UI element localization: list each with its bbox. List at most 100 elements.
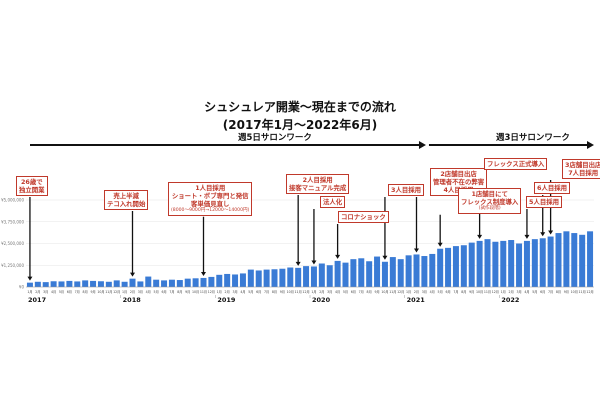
era-label-5days: 週5日サロンワーク — [235, 131, 315, 143]
month-tick-label: 10月 — [287, 290, 294, 294]
month-tick-label: 7月 — [169, 290, 174, 294]
month-tick-label: 12月 — [492, 290, 499, 294]
year-label: 2022 — [501, 296, 519, 304]
month-tick-label: 6月 — [256, 290, 261, 294]
bar — [90, 280, 97, 287]
bar — [247, 269, 254, 287]
annotation-note: (試作段階) — [478, 206, 501, 211]
bar — [176, 280, 183, 287]
month-tick-label: 5月 — [532, 290, 537, 294]
month-tick-label: 8月 — [272, 290, 277, 294]
month-tick-label: 7月 — [548, 290, 553, 294]
annotation-box: 5人目採用 — [526, 196, 563, 208]
bar — [405, 255, 412, 287]
annotation-box: 3店舗目出店 7人目採用 — [562, 159, 600, 179]
bar — [452, 246, 459, 287]
annotation-box: 法人化 — [320, 196, 346, 208]
bar — [239, 273, 246, 287]
bar — [50, 281, 57, 287]
month-tick-label: 9月 — [564, 290, 569, 294]
annotation-arrowhead — [414, 248, 419, 253]
bar — [58, 281, 65, 287]
bar — [579, 234, 586, 287]
y-tick-label: ¥2,500,000 — [1, 241, 24, 246]
annotation-text: 26歳で — [20, 178, 43, 186]
month-tick-label: 2月 — [130, 290, 135, 294]
bar — [145, 276, 152, 287]
month-tick-label: 11月 — [389, 290, 396, 294]
bar — [137, 281, 144, 287]
era-arrowhead-3days — [587, 141, 594, 149]
annotation-text: 1店舗目にて — [471, 190, 508, 198]
month-tick-label: 10月 — [476, 290, 483, 294]
month-tick-label: 8月 — [83, 290, 88, 294]
annotation-arrowhead — [524, 234, 530, 239]
month-tick-label: 6月 — [351, 290, 356, 294]
annotation-text: 5人目採用 — [529, 198, 560, 206]
bar — [161, 280, 168, 287]
annotation-text: テコ入れ開始 — [107, 200, 146, 208]
month-tick-label: 4月 — [430, 290, 435, 294]
month-tick-label: 6月 — [445, 290, 450, 294]
annotation-box: 1人目採用 ショート・ボブ専門と発信 客単価見直し (8000〜9000円→12000… — [168, 182, 253, 216]
bar — [374, 256, 381, 287]
bar — [263, 269, 270, 287]
annotation-arrowhead — [382, 255, 388, 260]
bar — [318, 263, 325, 287]
bar — [255, 270, 262, 287]
y-tick-label: ¥5,000,000 — [1, 198, 24, 203]
bar — [389, 257, 396, 287]
month-tick-label: 8月 — [556, 290, 561, 294]
annotation-text: 2店舗目出店 — [440, 170, 477, 178]
bar — [476, 240, 483, 287]
annotation-box: 2人目採用 接客マニュアル完成 — [286, 174, 350, 194]
bar — [484, 239, 491, 287]
month-tick-label: 1月 — [501, 290, 506, 294]
month-tick-label: 10月 — [381, 290, 388, 294]
bar — [547, 236, 554, 287]
annotation-text: 客単価見直し — [191, 200, 230, 208]
bar — [358, 258, 365, 287]
chart-title: シュシュレア開業〜現在までの流れ — [204, 100, 396, 114]
era-label-3days: 週3日サロンワーク — [493, 131, 573, 143]
annotation-text: コロナショック — [341, 213, 386, 221]
month-tick-label: 2月 — [414, 290, 419, 294]
bar — [129, 278, 136, 287]
annotation-arrowhead — [311, 260, 317, 265]
annotation-box: コロナショック — [338, 211, 389, 223]
month-tick-label: 2月 — [509, 290, 514, 294]
bar — [224, 273, 231, 287]
annotation-text: フレックス制度導入 — [461, 198, 519, 206]
month-tick-label: 4月 — [335, 290, 340, 294]
bar — [303, 266, 310, 287]
bar — [539, 238, 546, 287]
month-tick-label: 5月 — [248, 290, 253, 294]
bar — [531, 239, 538, 287]
month-tick-label: 4月 — [240, 290, 245, 294]
month-tick-label: 11月 — [579, 290, 586, 294]
month-tick-label: 1月 — [406, 290, 411, 294]
annotation-text: 3人目採用 — [391, 186, 422, 194]
month-tick-label: 10月 — [192, 290, 199, 294]
annotation-text: 6人目採用 — [537, 184, 568, 192]
bar — [113, 280, 120, 287]
annotation-text: 1人目採用 — [195, 184, 226, 192]
bar — [34, 281, 41, 287]
bar — [192, 278, 199, 287]
annotation-arrowhead — [437, 242, 443, 247]
month-tick-label: 12月 — [208, 290, 215, 294]
bar — [326, 265, 333, 287]
bar — [279, 268, 286, 287]
month-tick-label: 1月 — [122, 290, 127, 294]
month-tick-label: 5月 — [343, 290, 348, 294]
bar — [381, 261, 388, 287]
month-tick-label: 3月 — [43, 290, 48, 294]
month-tick-label: 9月 — [374, 290, 379, 294]
annotation-arrowhead — [477, 234, 483, 239]
annotation-box: 26歳で 独立開業 — [16, 176, 48, 196]
bar — [153, 279, 160, 287]
month-tick-label: 2月 — [225, 290, 230, 294]
annotation-text: フレックス正式導入 — [487, 160, 545, 168]
bar — [460, 245, 467, 287]
